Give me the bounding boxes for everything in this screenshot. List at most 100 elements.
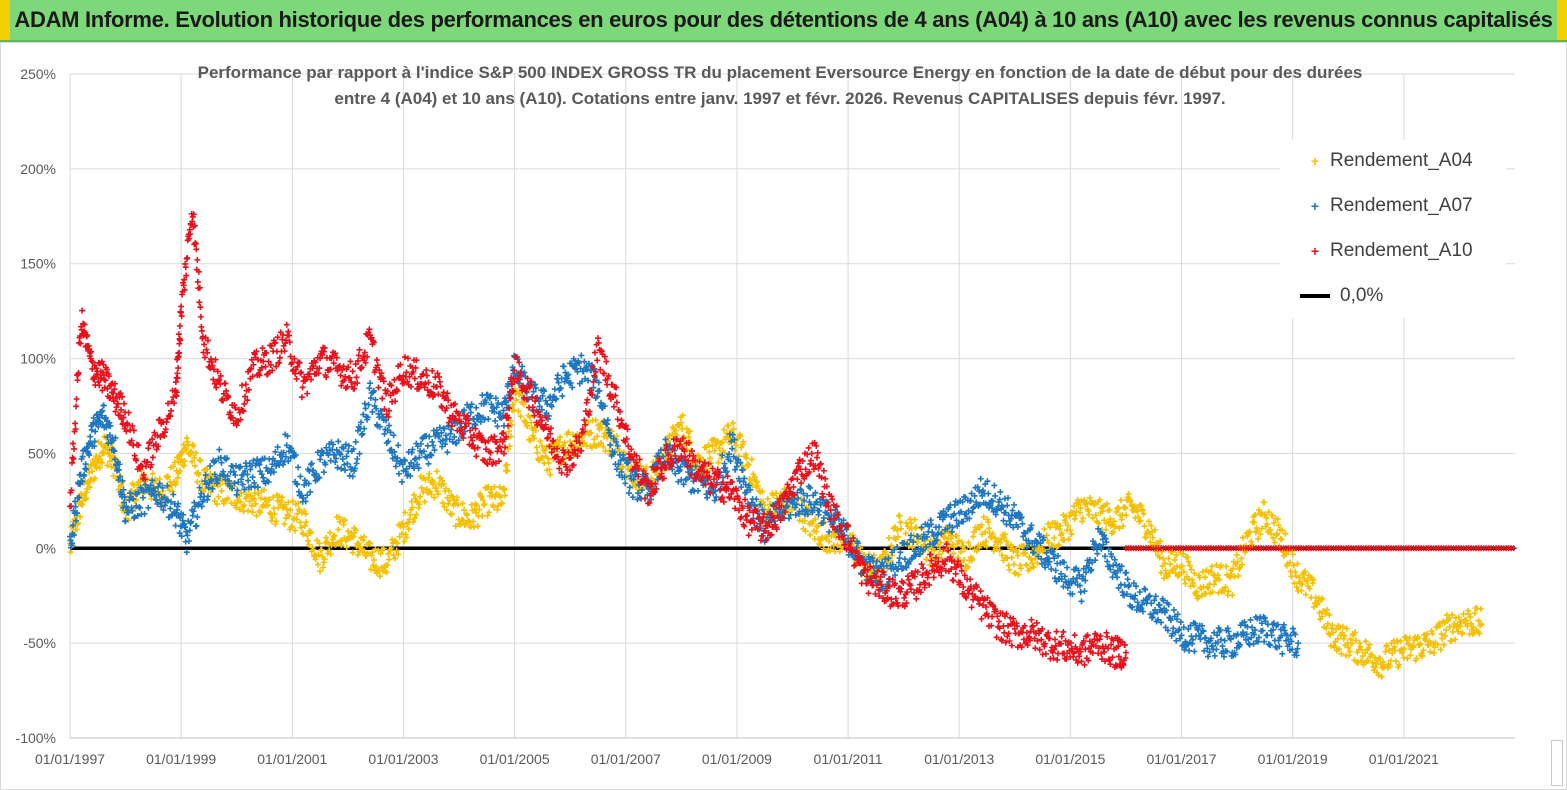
plus-marker (446, 436, 453, 443)
plus-marker (594, 393, 601, 400)
plus-marker (239, 382, 246, 389)
plus-marker (553, 395, 560, 402)
plus-marker (191, 222, 198, 229)
plus-marker (1052, 567, 1059, 574)
plus-marker (324, 550, 331, 557)
plus-marker (87, 433, 94, 440)
plus-marker (678, 419, 685, 426)
plus-marker (954, 540, 961, 547)
plus-marker (1358, 647, 1365, 654)
plus-marker (194, 478, 201, 485)
plus-marker (179, 448, 186, 455)
plus-marker (613, 384, 620, 391)
plus-marker (559, 393, 566, 400)
plus-marker (1065, 536, 1072, 543)
plus-marker (184, 532, 191, 539)
plus-marker (557, 434, 564, 441)
plus-marker (646, 499, 653, 506)
plus-marker (498, 500, 505, 507)
plus-marker (183, 272, 190, 279)
plus-marker (395, 442, 402, 449)
plus-marker (958, 538, 965, 545)
plus-marker (226, 477, 233, 484)
plus-marker (1177, 635, 1184, 642)
plus-marker (604, 417, 611, 424)
plus-marker (1424, 631, 1431, 638)
plus-marker (1073, 575, 1080, 582)
plus-marker (802, 528, 809, 535)
plus-marker (279, 494, 286, 501)
plus-marker (541, 388, 548, 395)
plus-marker (483, 399, 490, 406)
plus-marker (957, 508, 964, 515)
plus-marker (997, 488, 1004, 495)
plus-marker (401, 457, 408, 464)
plus-marker (338, 382, 345, 389)
plus-marker (548, 403, 555, 410)
plus-marker (314, 561, 321, 568)
plus-marker (167, 413, 174, 420)
plus-marker (1067, 526, 1074, 533)
plus-marker (1475, 617, 1482, 624)
plus-marker (154, 500, 161, 507)
plus-marker (147, 482, 154, 489)
plus-marker (470, 518, 477, 525)
plus-marker (154, 432, 161, 439)
plus-marker (1174, 611, 1181, 618)
plus-marker (1064, 584, 1071, 591)
plus-marker (504, 461, 511, 468)
plus-marker (582, 375, 589, 382)
plus-marker (789, 475, 796, 482)
plus-marker (1064, 522, 1071, 529)
plus-marker (936, 551, 943, 558)
plus-marker (601, 403, 608, 410)
plus-marker (1451, 620, 1458, 627)
plus-marker (445, 487, 452, 494)
plus-marker (706, 473, 713, 480)
plus-marker (115, 477, 122, 484)
plus-marker (451, 500, 458, 507)
plus-marker (196, 484, 203, 491)
plus-marker (1028, 522, 1035, 529)
plus-marker (588, 367, 595, 374)
plus-marker (1449, 611, 1456, 618)
plus-marker (175, 365, 182, 372)
plus-marker (1003, 538, 1010, 545)
plus-marker (613, 433, 620, 440)
x-tick-label: 01/01/2011 (814, 751, 883, 767)
plus-marker (991, 482, 998, 489)
plus-marker (1169, 548, 1176, 555)
plus-marker (747, 486, 754, 493)
plus-marker (918, 524, 925, 531)
plus-marker (345, 528, 352, 535)
plus-marker (911, 516, 918, 523)
y-tick-label: 0% (36, 540, 56, 556)
plus-marker (204, 337, 211, 344)
plus-marker (588, 391, 595, 398)
plus-marker (125, 509, 132, 516)
plus-marker (448, 423, 455, 430)
plus-marker (1333, 626, 1340, 633)
plus-marker (1326, 611, 1333, 618)
plus-marker (352, 438, 359, 445)
plus-marker (1209, 588, 1216, 595)
plus-marker (180, 511, 187, 518)
plus-marker (426, 433, 433, 440)
plus-marker (729, 419, 736, 426)
plus-marker (121, 400, 128, 407)
plus-marker (458, 418, 465, 425)
plus-marker (197, 304, 204, 311)
plus-marker (192, 462, 199, 469)
plus-marker (272, 448, 279, 455)
plus-marker (913, 595, 920, 602)
plus-marker (451, 400, 458, 407)
plus-marker (220, 472, 227, 479)
plus-marker (1222, 584, 1229, 591)
plus-marker (183, 528, 190, 535)
plus-marker (140, 471, 147, 478)
plus-marker (1265, 509, 1272, 516)
plus-marker (1208, 563, 1215, 570)
plus-marker (748, 526, 755, 533)
plus-marker (420, 371, 427, 378)
plus-marker (897, 519, 904, 526)
